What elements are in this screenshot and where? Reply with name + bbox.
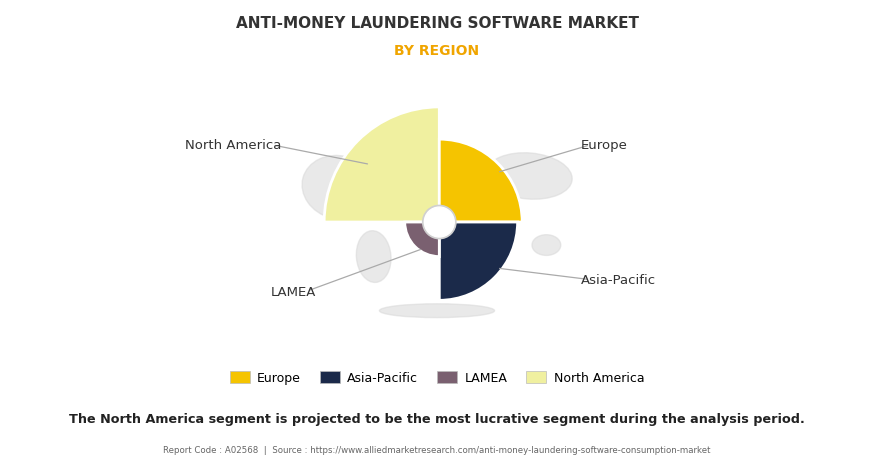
Legend: Europe, Asia-Pacific, LAMEA, North America: Europe, Asia-Pacific, LAMEA, North Ameri… [230,371,644,384]
Ellipse shape [372,132,398,152]
Text: LAMEA: LAMEA [271,285,316,298]
Text: ANTI-MONEY LAUNDERING SOFTWARE MARKET: ANTI-MONEY LAUNDERING SOFTWARE MARKET [235,16,639,31]
Ellipse shape [486,153,572,200]
Wedge shape [324,108,440,223]
Ellipse shape [379,304,495,318]
Ellipse shape [532,235,561,256]
Wedge shape [440,140,522,223]
Circle shape [423,206,456,239]
Text: The North America segment is projected to be the most lucrative segment during t: The North America segment is projected t… [69,413,805,425]
Ellipse shape [357,231,391,283]
Text: North America: North America [185,139,281,152]
Ellipse shape [302,156,376,220]
Ellipse shape [447,152,478,178]
Ellipse shape [445,200,480,257]
Wedge shape [440,223,517,300]
Text: Europe: Europe [581,139,628,152]
Circle shape [425,207,454,238]
Text: BY REGION: BY REGION [394,44,480,58]
Text: Asia-Pacific: Asia-Pacific [581,274,656,287]
Text: Report Code : A02568  |  Source : https://www.alliedmarketresearch.com/anti-mone: Report Code : A02568 | Source : https://… [163,444,711,454]
Wedge shape [405,223,440,257]
